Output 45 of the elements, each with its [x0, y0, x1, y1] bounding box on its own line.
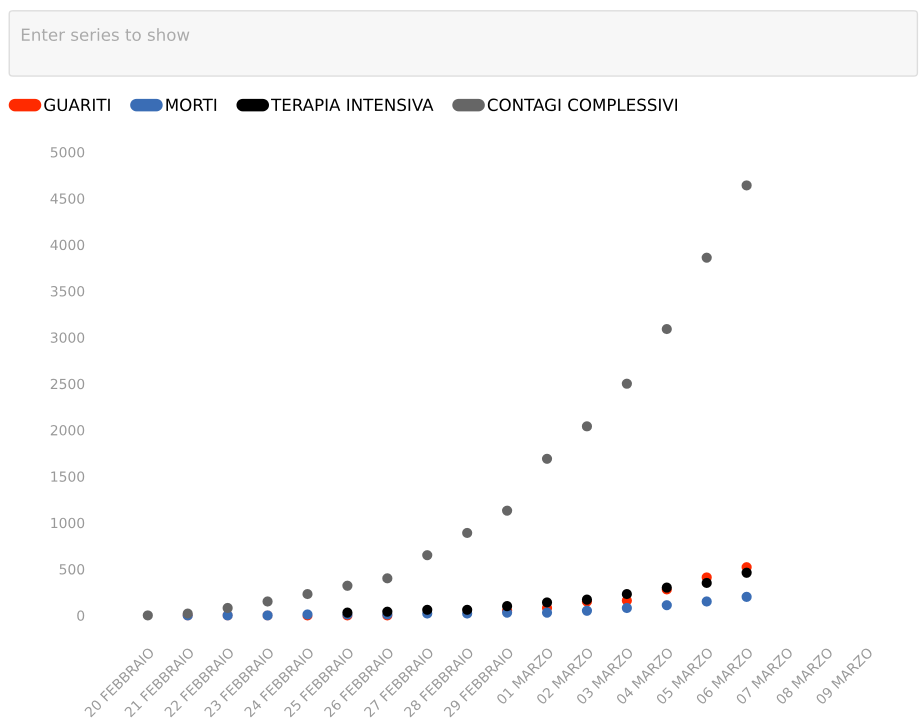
point	[622, 589, 632, 600]
y-tick-label: 4000	[50, 240, 84, 250]
point	[222, 602, 233, 614]
point	[662, 600, 672, 610]
point	[542, 597, 552, 608]
point	[742, 568, 752, 578]
point	[582, 421, 592, 432]
point	[502, 506, 512, 516]
y-tick-label: 0	[77, 610, 84, 621]
y-tick-label: 3000	[50, 332, 84, 343]
y-tick-label: 500	[60, 564, 84, 575]
legend-label: MORTI	[166, 98, 216, 112]
y-tick-label: 3500	[50, 286, 84, 297]
point	[742, 180, 752, 190]
point	[622, 602, 632, 614]
legend-label: CONTAGI COMPLESSIVI	[488, 98, 678, 112]
point	[302, 589, 313, 600]
point	[382, 573, 392, 584]
point	[142, 610, 153, 620]
y-tick-label: 5000	[50, 147, 84, 158]
y-tick-label: 1000	[51, 518, 84, 528]
point	[702, 596, 712, 607]
point	[582, 606, 592, 616]
y-tick-label: 2000	[50, 425, 84, 436]
text: Enter series to show	[22, 28, 190, 42]
y-tick-label: 2500	[50, 378, 84, 390]
point	[462, 528, 472, 538]
point	[382, 606, 392, 617]
point	[702, 578, 712, 588]
point	[662, 324, 672, 334]
point	[622, 378, 632, 389]
point	[342, 580, 352, 591]
point	[502, 601, 512, 612]
y-tick-label: 4500	[50, 193, 84, 204]
legend-label: TERAPIA INTENSIVA	[271, 98, 434, 112]
point	[542, 608, 552, 618]
point	[742, 592, 752, 602]
point	[422, 604, 432, 615]
point	[542, 454, 552, 464]
point	[702, 252, 712, 263]
y-tick-label: 1500	[51, 471, 84, 482]
legend-label: GUARITI	[44, 98, 110, 112]
point	[262, 596, 273, 607]
point	[422, 550, 432, 560]
point	[462, 604, 472, 615]
